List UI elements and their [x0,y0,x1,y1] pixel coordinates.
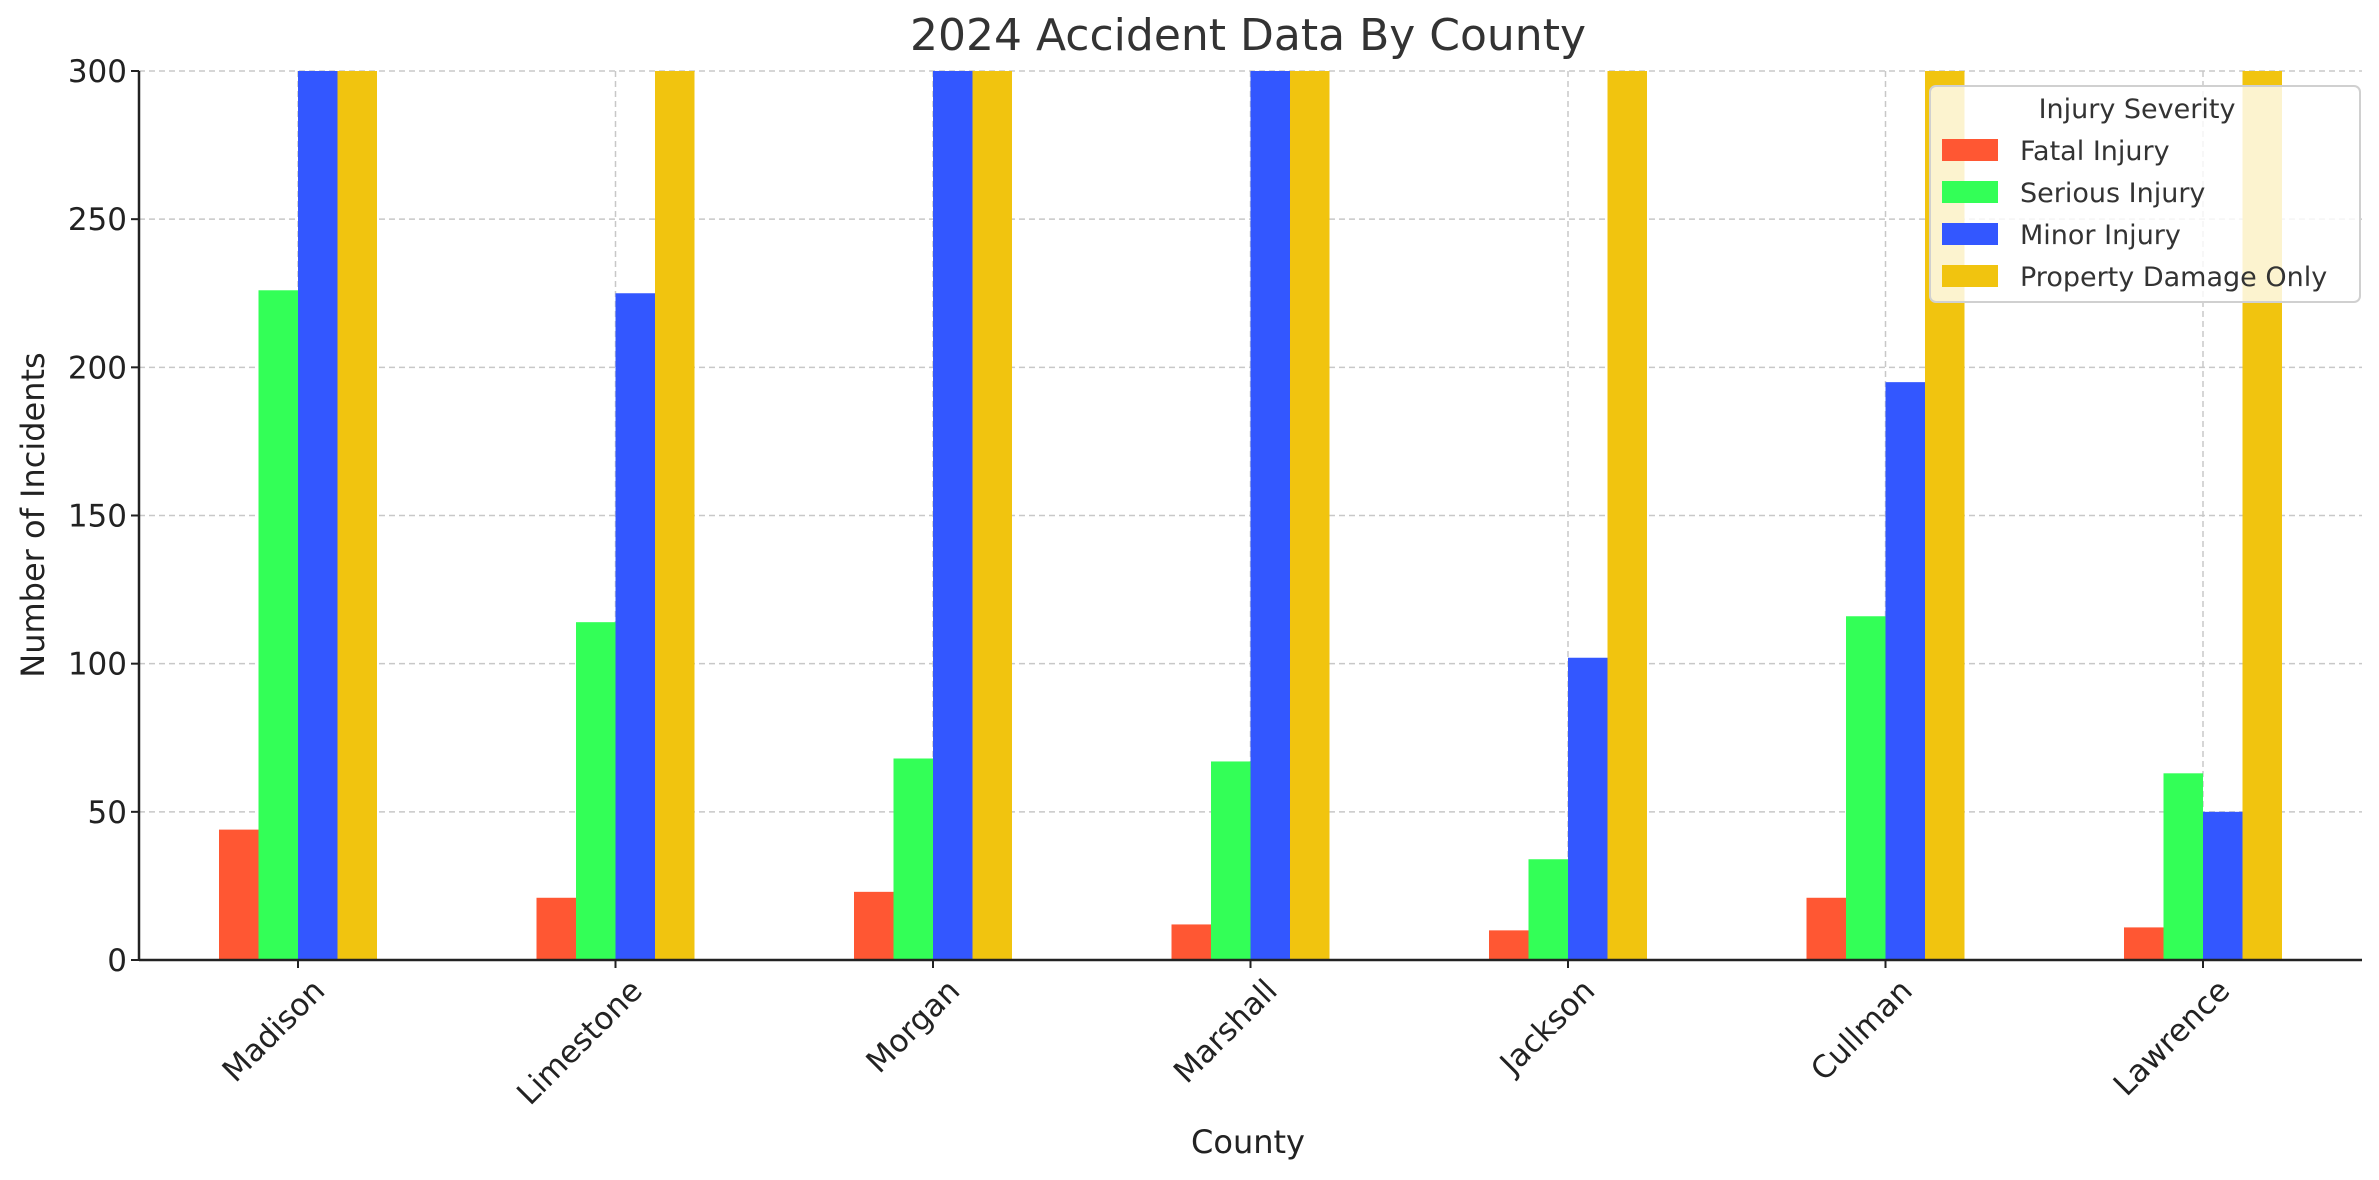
bar-minor-injury-morgan [933,71,973,960]
x-tick-label: Morgan [859,973,967,1081]
legend-label: Serious Injury [2020,178,2205,209]
bar-property-damage-only-limestone [655,71,695,960]
bar-property-damage-only-marshall [1290,71,1330,960]
y-tick-label: 250 [68,202,127,238]
y-tick-label: 200 [68,350,127,386]
bar-fatal-injury-marshall [1171,924,1211,960]
bar-serious-injury-jackson [1528,859,1568,960]
legend: Injury Severity Fatal Injury Serious Inju… [1929,85,2361,303]
bar-minor-injury-cullman [1885,382,1925,960]
legend-swatch [1942,181,1998,203]
legend-box [1929,85,2361,303]
y-tick-label: 300 [68,54,127,90]
bar-fatal-injury-cullman [1806,897,1846,960]
x-tick-label: Madison [216,973,333,1090]
legend-swatch [1942,223,1998,245]
legend-items: Fatal Injury Serious Injury Minor Injury Pr… [1942,136,2327,293]
axes [131,70,2362,968]
y-tick-label: 100 [68,647,127,683]
x-axis-label: County [1191,1123,1305,1161]
bar-property-damage-only-madison [337,71,377,960]
bar-minor-injury-limestone [615,293,655,960]
chart-title: 2024 Accident Data By County [910,10,1586,61]
y-tick-label: 50 [88,795,127,831]
y-tick-label: 0 [107,943,127,979]
bar-minor-injury-marshall [1250,71,1290,960]
x-tick-label: Marshall [1167,973,1285,1091]
bar-minor-injury-lawrence [2203,811,2243,960]
x-tick-label: Jackson [1492,973,1602,1083]
legend-label: Property Damage Only [2020,262,2327,293]
y-axis-label: Number of Incidents [14,352,52,677]
bar-fatal-injury-lawrence [2124,927,2164,960]
y-tick-label: 150 [68,499,127,535]
legend-title: Injury Severity [2039,94,2236,125]
bar-fatal-injury-morgan [854,891,894,960]
bar-property-damage-only-jackson [1607,71,1647,960]
bar-serious-injury-marshall [1211,761,1251,960]
legend-swatch [1942,265,1998,287]
bar-serious-injury-madison [258,290,298,961]
bar-fatal-injury-limestone [536,897,576,960]
bar-fatal-injury-madison [219,829,259,960]
bar-minor-injury-jackson [1568,657,1608,960]
x-tick-label: Lawrence [2107,973,2237,1103]
bar-minor-injury-madison [298,71,338,960]
bar-serious-injury-lawrence [2163,773,2203,960]
bar-property-damage-only-morgan [972,71,1012,960]
bar-serious-injury-cullman [1846,616,1886,960]
x-tick-label: Limestone [510,973,649,1112]
bar-fatal-injury-jackson [1489,930,1529,960]
legend-label: Fatal Injury [2020,136,2170,167]
legend-swatch [1942,139,1998,161]
legend-label: Minor Injury [2020,220,2181,251]
bars [219,71,2282,961]
x-tick-label: Cullman [1804,973,1920,1089]
bar-serious-injury-morgan [893,758,933,960]
bar-serious-injury-limestone [576,622,616,960]
